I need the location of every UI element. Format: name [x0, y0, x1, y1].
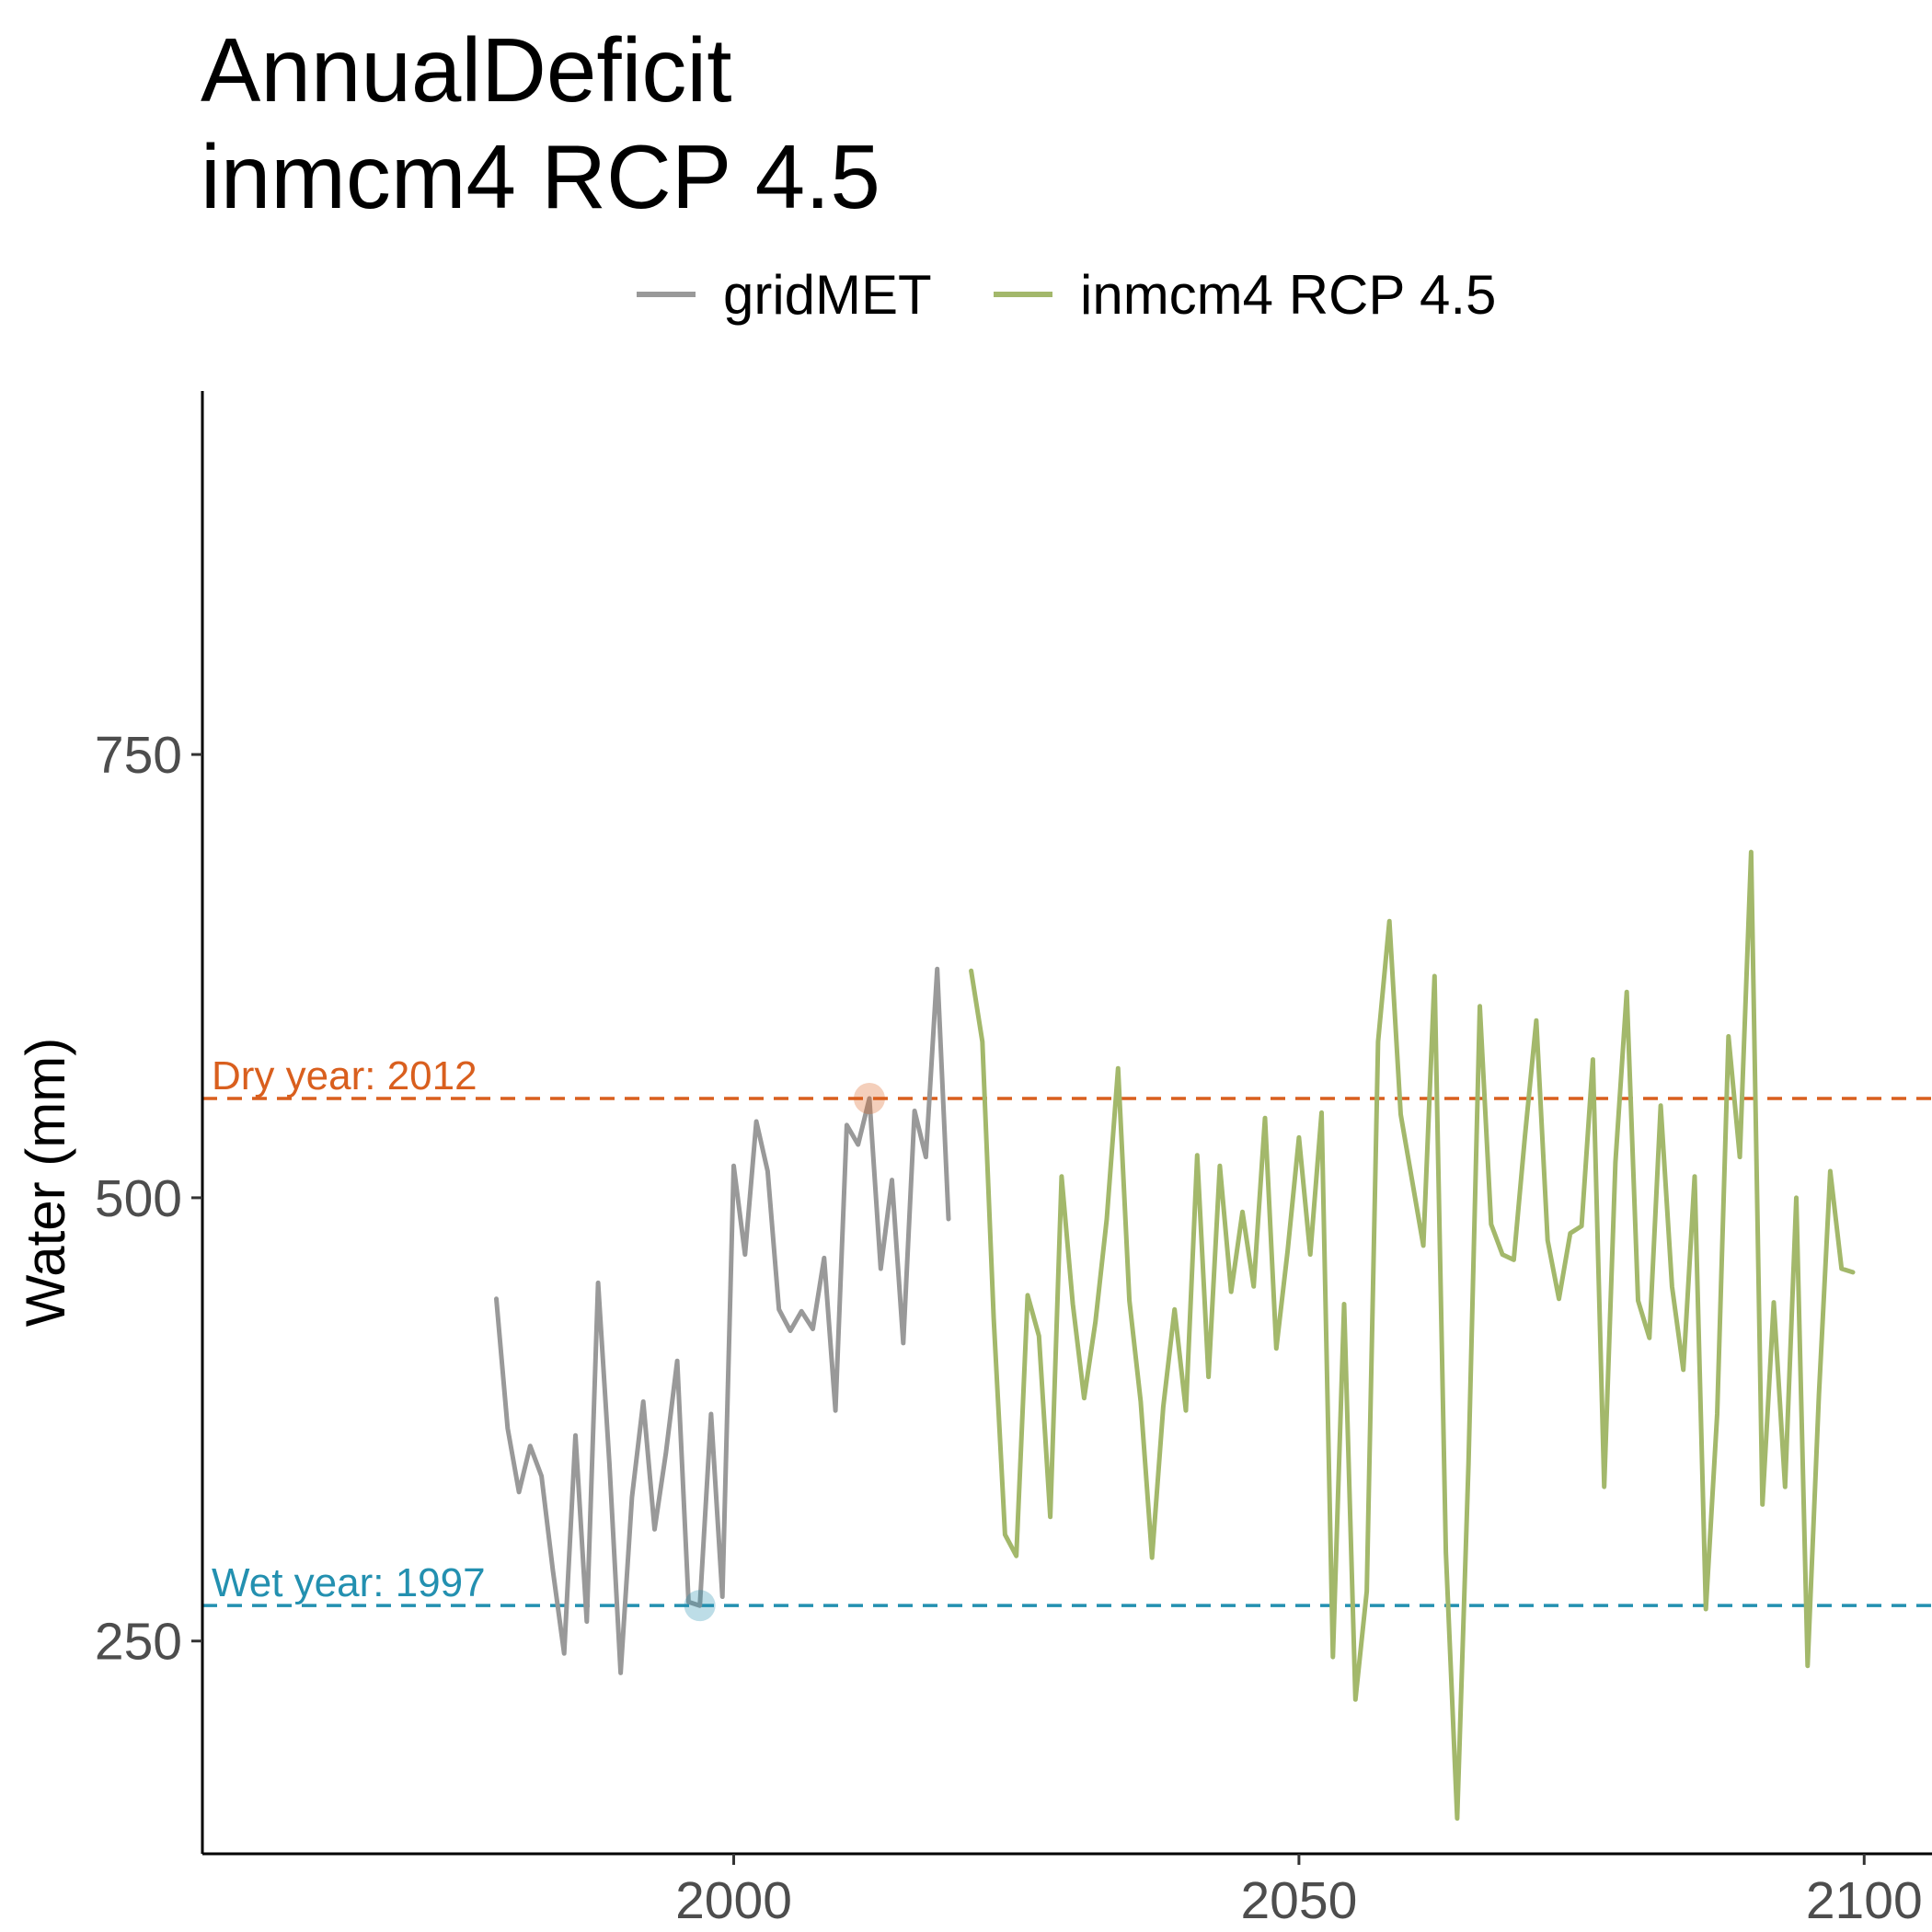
highlight-points — [684, 1082, 885, 1622]
x-tick-label-2100: 2100 — [1806, 1871, 1923, 1930]
highlight-point-1 — [684, 1590, 716, 1622]
legend: gridMET inmcm4 RCP 4.5 — [0, 262, 1932, 327]
y-tick-label-500: 500 — [95, 1169, 182, 1228]
legend-label-gridmet: gridMET — [723, 263, 932, 326]
series-line-0 — [494, 966, 951, 1675]
reference-label-0: Dry year: 2012 — [212, 1053, 477, 1098]
reference-label-1: Wet year: 1997 — [212, 1560, 486, 1605]
x-tick-label-2000: 2000 — [675, 1871, 792, 1930]
y-axis-title: Water (mm) — [15, 1038, 76, 1327]
legend-item-inmcm4: inmcm4 RCP 4.5 — [994, 262, 1496, 327]
x-tick-label-2050: 2050 — [1240, 1871, 1357, 1930]
series-lines — [494, 849, 1856, 1821]
chart-title-block: AnnualDeficit inmcm4 RCP 4.5 — [201, 17, 880, 230]
legend-label-inmcm4: inmcm4 RCP 4.5 — [1080, 263, 1497, 326]
y-tick-label-250: 250 — [95, 1613, 182, 1672]
chart-subtitle: inmcm4 RCP 4.5 — [201, 126, 880, 227]
series-line-1 — [969, 849, 1856, 1821]
reference-lines: Dry year: 2012 Wet year: 1997 — [202, 1053, 1932, 1607]
chart-title: AnnualDeficit — [201, 19, 732, 121]
y-tick-label-750: 750 — [95, 726, 182, 785]
legend-swatch-gridmet — [637, 292, 696, 297]
axes: 250 500 750 2000 2050 2100 — [95, 391, 1932, 1930]
legend-item-gridmet: gridMET — [637, 262, 932, 327]
highlight-point-0 — [853, 1082, 885, 1114]
legend-swatch-inmcm4 — [994, 292, 1052, 297]
